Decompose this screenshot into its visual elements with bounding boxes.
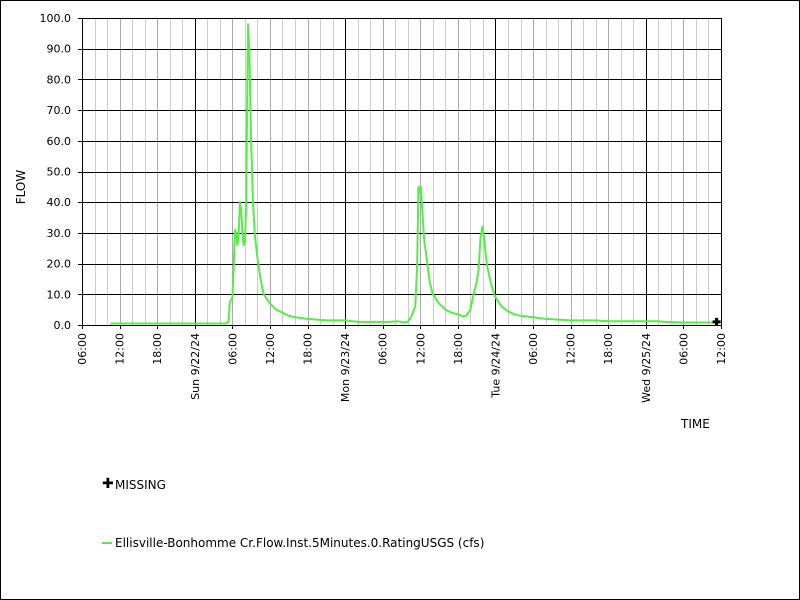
missing-layer [712, 317, 721, 326]
x-tick-label: 12:00 [715, 333, 728, 365]
y-tick-label: 90.0 [47, 43, 72, 56]
x-tick-label: Mon 9/23/24 [339, 333, 352, 402]
x-tick-label: 06:00 [677, 333, 690, 365]
y-tick-label: 20.0 [47, 258, 72, 271]
x-axis-title: TIME [680, 417, 710, 431]
plot-area-border [82, 18, 722, 326]
x-tick-label: 18:00 [302, 333, 315, 365]
y-tick-label: 0.0 [54, 319, 72, 332]
legend-series: Ellisville-Bonhomme Cr.Flow.Inst.5Minute… [102, 536, 522, 552]
y-tick-label: 60.0 [47, 135, 72, 148]
x-tick-label: 06:00 [226, 333, 239, 365]
y-tick-label: 100.0 [40, 12, 72, 25]
y-tick-label: 80.0 [47, 73, 72, 86]
legend-series-swatch [102, 542, 112, 544]
x-tick-label: Tue 9/24/24 [489, 333, 502, 399]
grid [82, 18, 722, 326]
x-tick-label: Wed 9/25/24 [640, 333, 653, 403]
missing-marker [712, 317, 721, 326]
legend-series-label: Ellisville-Bonhomme Cr.Flow.Inst.5Minute… [115, 536, 485, 550]
x-tick-label: 12:00 [114, 333, 127, 365]
y-tick-labels: 0.0 10.0 20.0 30.0 40.0 50.0 60.0 70.0 80.0 90.0 1… [40, 12, 82, 332]
y-tick-label: 30.0 [47, 227, 72, 240]
x-tick-label: 12:00 [414, 333, 427, 365]
x-tick-label: 18:00 [602, 333, 615, 365]
x-tick-label: 06:00 [377, 333, 390, 365]
x-tick-label: Sun 9/22/24 [189, 333, 202, 400]
x-tick-label: 12:00 [565, 333, 578, 365]
legend-missing-label: MISSING [115, 478, 166, 492]
legend-missing: ✚ MISSING [102, 477, 222, 493]
x-tick-label: 18:00 [151, 333, 164, 365]
x-tick-label: 18:00 [452, 333, 465, 365]
y-tick-label: 50.0 [47, 166, 72, 179]
y-tick-label: 40.0 [47, 196, 72, 209]
series-line [110, 23, 717, 325]
plot-border [82, 18, 722, 326]
x-tick-label: 12:00 [264, 333, 277, 365]
x-tick-label: 06:00 [76, 333, 89, 365]
y-axis-title: FLOW [14, 170, 28, 205]
y-tick-label: 10.0 [47, 288, 72, 301]
y-tick-label: 70.0 [47, 104, 72, 117]
missing-marker-icon: ✚ [102, 476, 114, 492]
x-tick-label: 06:00 [527, 333, 540, 365]
x-tick-labels: 06:00 12:00 18:00 Sun 9/22/24 06:00 12:00 18:0… [76, 325, 728, 403]
series-layer [110, 23, 717, 325]
